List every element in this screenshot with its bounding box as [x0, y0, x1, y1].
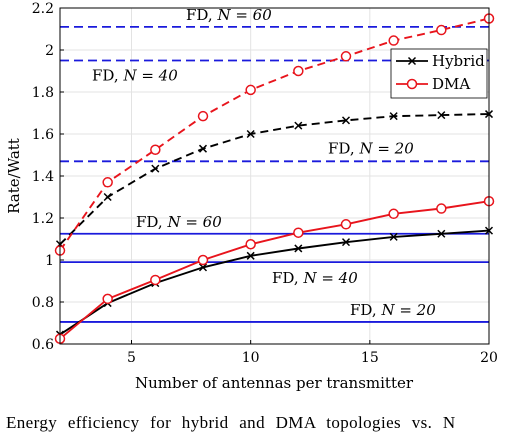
data-point-circle — [102, 293, 113, 305]
y-tick-label: 0.8 — [32, 295, 54, 311]
legend-dma-label: DMA — [432, 75, 470, 93]
data-point-circle — [340, 219, 352, 230]
series-line — [59, 229, 490, 336]
axis-ticks: 5 10 15 20 0.6 0.8 1 1.2 1.4 1.6 1.8 2 2.2 — [32, 1, 498, 366]
data-point-circle — [150, 144, 161, 155]
fd-annotation: FD, N = 40 — [92, 67, 178, 85]
x-tick-label: 5 — [127, 350, 136, 366]
data-point-cross — [389, 232, 398, 241]
data-point-cross — [294, 244, 303, 253]
data-point-cross — [246, 129, 255, 139]
data-point-circle — [245, 239, 256, 250]
legend: Hybrid DMA — [390, 48, 488, 99]
fd-annotation: FD, N = 60 — [186, 6, 272, 24]
data-point-cross — [294, 121, 303, 130]
data-point-cross — [198, 263, 208, 272]
x-tick-label: 10 — [242, 350, 260, 366]
fd-annotation: FD, N = 20 — [350, 301, 436, 319]
fd-annotation: FD, N = 20 — [328, 139, 414, 157]
y-tick-label: 1.2 — [32, 211, 54, 227]
data-point-cross — [341, 238, 351, 247]
data-point-circle — [388, 35, 399, 46]
data-point-circle — [388, 208, 399, 220]
data-point-cross — [151, 164, 160, 173]
data-point-circle — [245, 84, 256, 96]
series-line — [59, 113, 490, 245]
legend-hybrid-label: Hybrid — [432, 52, 485, 70]
x-axis-label: Number of antennas per transmitter — [135, 374, 414, 392]
legend-dma-marker — [406, 78, 418, 90]
y-tick-label: 1.8 — [32, 85, 54, 101]
data-point-cross — [103, 192, 112, 202]
data-point-circle — [197, 254, 209, 266]
y-tick-label: 1.4 — [32, 169, 54, 185]
data-point-circle — [150, 274, 161, 286]
data-point-circle — [102, 177, 113, 188]
data-point-cross — [437, 229, 446, 238]
fd-annotation: FD, N = 60 — [136, 213, 222, 231]
x-tick-label: 15 — [361, 350, 379, 366]
data-point-cross — [198, 144, 208, 153]
data-point-circle — [436, 203, 447, 214]
series-line — [59, 200, 490, 340]
y-tick-label: 1.6 — [32, 127, 54, 143]
data-point-cross — [341, 116, 351, 125]
x-tick-label: 20 — [480, 350, 498, 366]
data-point-circle — [436, 24, 447, 36]
y-tick-label: 2 — [45, 43, 54, 59]
data-point-circle — [197, 110, 209, 122]
data-point-cross — [246, 251, 255, 260]
series-line — [59, 17, 490, 252]
data-point-cross — [437, 111, 446, 120]
legend-hybrid-marker — [407, 56, 417, 66]
data-point-circle — [293, 227, 304, 238]
data-point-circle — [340, 51, 352, 62]
y-axis-label: Rate/Watt — [5, 138, 23, 214]
reference-annotations: FD, N = 60 FD, N = 40 FD, N = 20 FD, N = 60… — [92, 6, 436, 319]
figure-caption: Energy efficiency for hybrid and DMA top… — [6, 413, 456, 432]
y-tick-label: 0.6 — [32, 337, 54, 353]
y-tick-label: 2.2 — [32, 1, 54, 17]
y-tick-label: 1 — [45, 253, 54, 269]
data-point-circle — [293, 65, 304, 77]
fd-annotation: FD, N = 40 — [272, 269, 358, 287]
legend-box — [390, 48, 488, 99]
data-point-cross — [389, 112, 398, 121]
